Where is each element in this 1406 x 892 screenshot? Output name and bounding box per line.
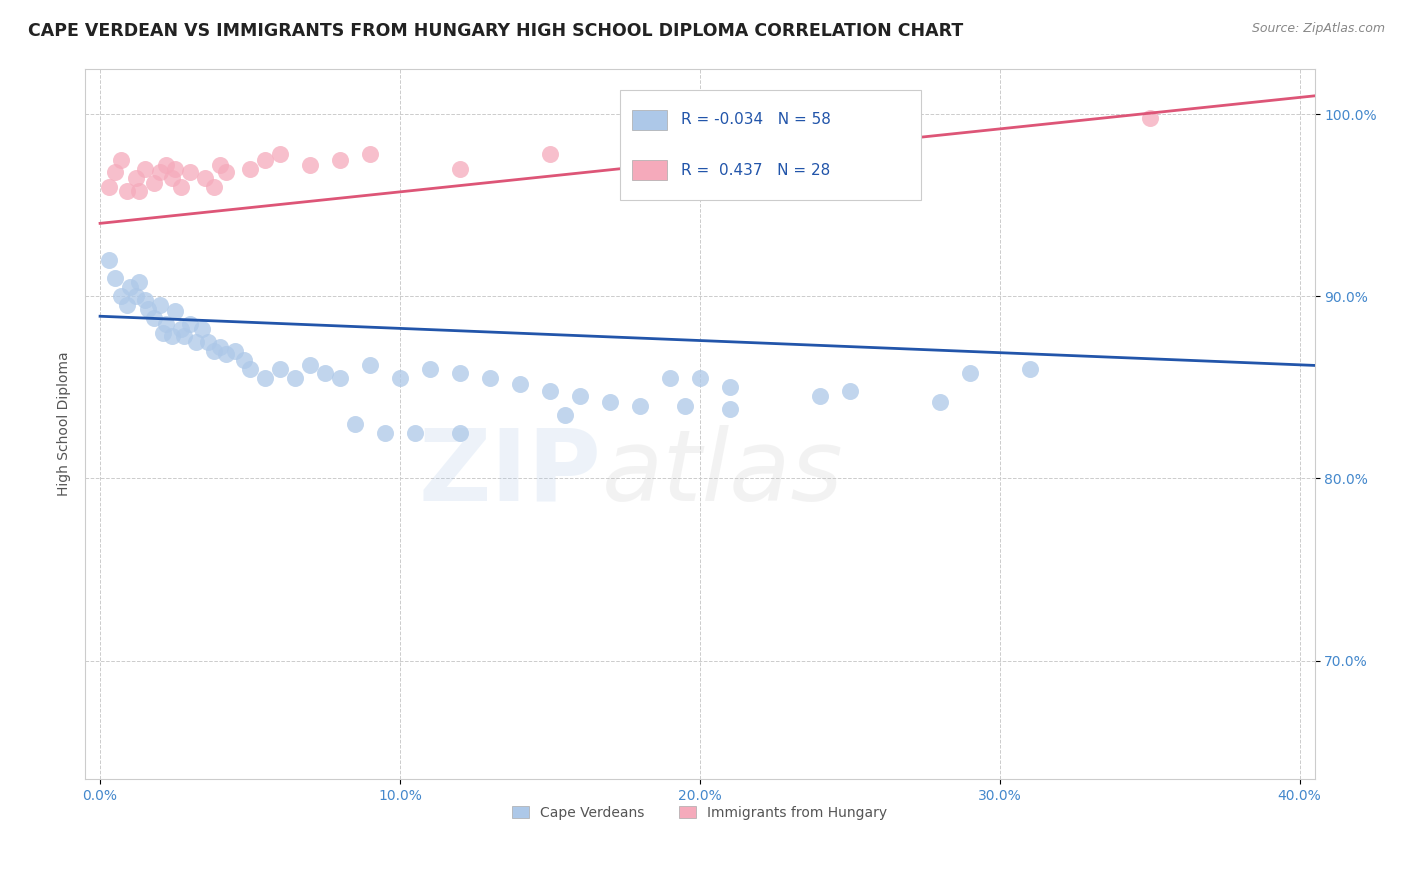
Point (568, 389, 591, 403)
Point (928, 395, 950, 409)
Point (329, 371, 352, 385)
Point (509, 376, 531, 391)
Point (478, 371, 501, 385)
Point (160, 170, 183, 185)
Point (197, 334, 219, 349)
Point (163, 161, 186, 176)
Point (110, 153, 132, 167)
Point (1018, 362, 1040, 376)
Point (808, 389, 831, 403)
Point (718, 380, 741, 394)
Point (194, 170, 217, 185)
Point (224, 343, 246, 358)
Point (239, 161, 262, 176)
Point (118, 280, 141, 294)
Point (269, 147, 291, 161)
Point (628, 399, 651, 413)
Point (208, 340, 231, 354)
Point (538, 384, 561, 398)
Point (115, 184, 138, 198)
Point (134, 161, 156, 176)
Point (253, 371, 276, 385)
Point (673, 399, 696, 413)
Point (115, 298, 138, 312)
Point (136, 301, 159, 316)
Point (298, 158, 321, 172)
Y-axis label: High School Diploma: High School Diploma (58, 351, 72, 496)
Point (298, 359, 321, 373)
Point (215, 347, 238, 361)
Point (689, 371, 711, 385)
Point (449, 366, 471, 380)
Text: R =  0.437   N = 28: R = 0.437 N = 28 (682, 162, 831, 178)
Point (179, 165, 201, 179)
Point (449, 161, 471, 176)
Point (838, 384, 860, 398)
Text: Source: ZipAtlas.com: Source: ZipAtlas.com (1251, 22, 1385, 36)
Point (110, 289, 132, 303)
Point (202, 343, 225, 358)
Point (170, 180, 193, 194)
Point (449, 425, 471, 440)
Point (125, 289, 148, 303)
Text: CAPE VERDEAN VS IMMIGRANTS FROM HUNGARY HIGH SCHOOL DIPLOMA CORRELATION CHART: CAPE VERDEAN VS IMMIGRANTS FROM HUNGARY … (28, 22, 963, 40)
Point (233, 353, 256, 368)
Point (155, 317, 177, 331)
Point (718, 402, 741, 417)
Point (359, 359, 381, 373)
Point (179, 317, 201, 331)
Point (149, 298, 172, 312)
Point (388, 371, 411, 385)
Point (1139, 111, 1161, 125)
Point (149, 165, 172, 179)
Point (554, 408, 576, 422)
Point (215, 165, 238, 179)
Point (98, 180, 121, 194)
Point (419, 362, 441, 376)
Point (599, 395, 621, 409)
Point (155, 158, 177, 172)
Point (208, 158, 231, 172)
FancyBboxPatch shape (620, 90, 921, 200)
Point (374, 425, 396, 440)
Point (128, 275, 150, 289)
Point (314, 366, 336, 380)
FancyBboxPatch shape (633, 110, 666, 129)
Point (163, 303, 186, 318)
Text: R = -0.034   N = 58: R = -0.034 N = 58 (682, 112, 831, 127)
Point (184, 334, 207, 349)
Point (170, 322, 193, 336)
Point (329, 153, 352, 167)
Point (104, 165, 127, 179)
Point (173, 329, 195, 343)
Point (152, 326, 174, 340)
Point (538, 147, 561, 161)
Point (658, 371, 681, 385)
Text: ZIP: ZIP (419, 425, 602, 522)
Point (239, 362, 262, 376)
Point (689, 140, 711, 154)
Point (191, 322, 214, 336)
Point (269, 362, 291, 376)
Point (959, 366, 981, 380)
Point (404, 425, 426, 440)
Point (125, 170, 148, 185)
Point (143, 176, 166, 190)
Point (359, 147, 381, 161)
Point (343, 417, 366, 431)
Legend: Cape Verdeans, Immigrants from Hungary: Cape Verdeans, Immigrants from Hungary (508, 800, 893, 825)
Point (128, 184, 150, 198)
Point (253, 153, 276, 167)
Point (143, 311, 166, 326)
Point (202, 180, 225, 194)
Point (134, 293, 156, 307)
Point (104, 271, 127, 285)
Point (160, 329, 183, 343)
Point (284, 371, 307, 385)
Text: atlas: atlas (602, 425, 844, 522)
FancyBboxPatch shape (633, 161, 666, 180)
Point (98, 252, 121, 267)
